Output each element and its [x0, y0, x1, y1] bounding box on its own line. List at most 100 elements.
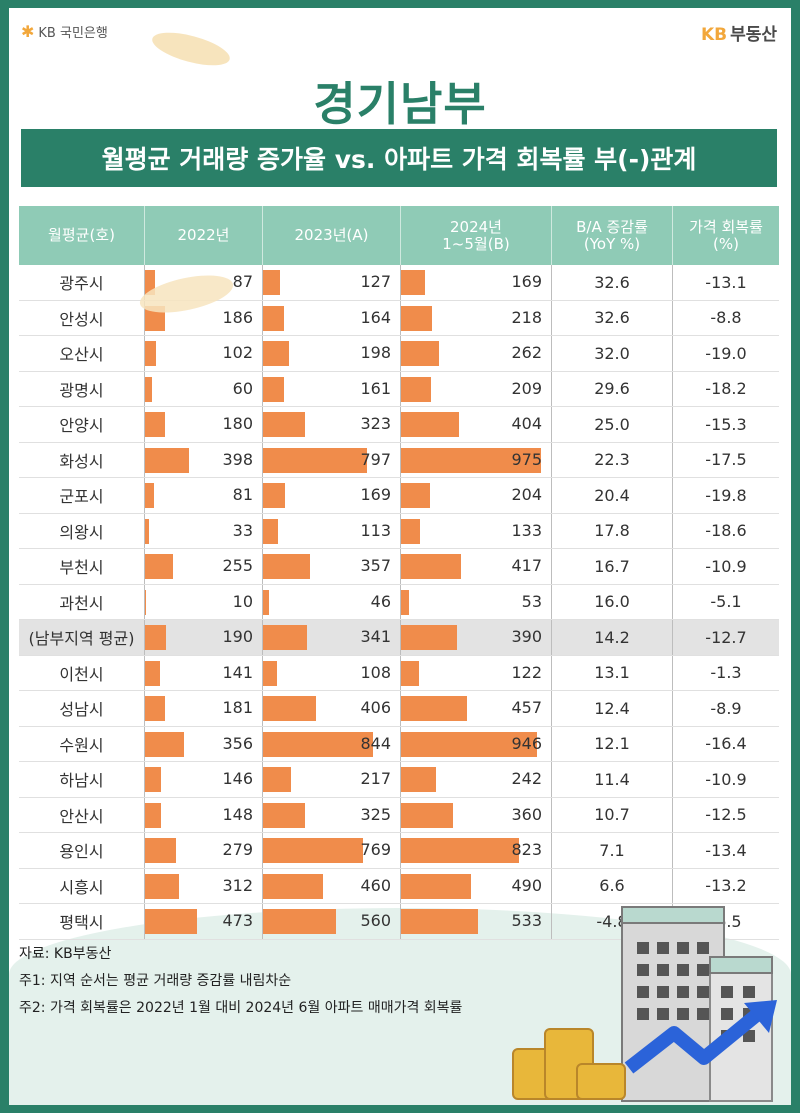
- value-bar: [263, 447, 367, 473]
- header-recovery-line2: (%): [713, 234, 739, 253]
- value-bar: [145, 873, 179, 899]
- value-bar: [263, 660, 277, 686]
- value-label: 169: [511, 272, 542, 291]
- table-row: (남부지역 평균) 190 341 390 14.2 -12.7: [19, 619, 779, 656]
- bar-cell-y2024: 242: [400, 761, 552, 798]
- recovery-cell: -8.9: [672, 690, 779, 727]
- bar-cell-y2023: 797: [262, 442, 401, 478]
- bar-cell-y2023: 198: [262, 335, 401, 372]
- value-label: 823: [511, 840, 542, 859]
- bar-cell-y2022: 312: [144, 868, 263, 904]
- bar-cell-y2022: 180: [144, 406, 263, 443]
- value-bar: [263, 625, 307, 650]
- value-label: 122: [511, 662, 542, 682]
- value-label: 108: [360, 662, 391, 682]
- bar-cell-y2022: 255: [144, 548, 263, 585]
- value-bar: [145, 447, 189, 473]
- value-label: 87: [232, 272, 253, 291]
- building-icon: [621, 906, 725, 1102]
- value-label: 133: [511, 520, 542, 540]
- bar-cell-y2022: 102: [144, 335, 263, 372]
- infographic: ✱ KB 국민은행 KB 부동산 경기남부 월평균 거래량 증가율 vs. 아파트…: [9, 8, 791, 1105]
- bar-cell-y2022: 141: [144, 655, 263, 691]
- recovery-cell: -13.1: [672, 265, 779, 301]
- growth-cell: 32.6: [551, 265, 673, 301]
- recovery-cell: -8.8: [672, 300, 779, 336]
- growth-cell: 16.0: [551, 584, 673, 620]
- table-row: 수원시 356 844 946 12.1 -16.4: [19, 726, 779, 762]
- value-label: 769: [360, 840, 391, 859]
- subtitle-banner: 월평균 거래량 증가율 vs. 아파트 가격 회복률 부(-)관계: [21, 129, 777, 187]
- bar-cell-y2024: 946: [400, 726, 552, 762]
- value-label: 161: [360, 378, 391, 398]
- value-label: 217: [360, 769, 391, 788]
- region-cell: 수원시: [19, 726, 145, 762]
- value-bar: [263, 270, 280, 295]
- value-bar: [401, 767, 436, 792]
- growth-cell: 16.7: [551, 548, 673, 585]
- footnote-1: 주1: 지역 순서는 평균 거래량 증감률 내림차순: [19, 973, 292, 989]
- region-cell: 과천시: [19, 584, 145, 620]
- bank-logo-text: KB 국민은행: [38, 26, 108, 41]
- bar-cell-y2022: 473: [144, 903, 263, 940]
- table-row: 시흥시 312 460 490 6.6 -13.2: [19, 868, 779, 904]
- value-bar: [263, 909, 336, 934]
- bar-cell-y2022: 356: [144, 726, 263, 762]
- header-growth-line2: (YoY %): [583, 234, 641, 253]
- bar-cell-y2022: 146: [144, 761, 263, 798]
- value-label: 844: [360, 733, 391, 753]
- notes: 자료: KB부동산 주1: 지역 순서는 평균 거래량 증감률 내림차순 주2:…: [19, 941, 462, 1022]
- table-row: 의왕시 33 113 133 17.8 -18.6: [19, 513, 779, 549]
- table-row: 평택시 473 560 533 -4.8 -6.5: [19, 903, 779, 940]
- value-bar: [401, 483, 430, 508]
- bar-cell-y2024: 490: [400, 868, 552, 904]
- table-row: 용인시 279 769 823 7.1 -13.4: [19, 832, 779, 869]
- bar-cell-y2022: 279: [144, 832, 263, 869]
- value-bar: [401, 660, 419, 686]
- value-bar: [401, 376, 431, 402]
- value-bar: [263, 873, 323, 899]
- value-bar: [145, 660, 160, 686]
- value-label: 946: [511, 733, 542, 753]
- bar-cell-y2023: 560: [262, 903, 401, 940]
- region-cell: 이천시: [19, 655, 145, 691]
- header-recovery: 가격 회복률 (%): [672, 206, 779, 265]
- bar-cell-y2022: 190: [144, 619, 263, 656]
- recovery-cell: -5.1: [672, 584, 779, 620]
- bar-cell-y2024: 404: [400, 406, 552, 443]
- recovery-cell: -15.3: [672, 406, 779, 443]
- value-label: 533: [511, 911, 542, 930]
- value-bar: [401, 909, 478, 934]
- bar-cell-y2023: 769: [262, 832, 401, 869]
- recovery-cell: -13.2: [672, 868, 779, 904]
- header-region: 월평균(호): [19, 206, 145, 265]
- value-bar: [263, 412, 305, 437]
- growth-cell: 11.4: [551, 761, 673, 798]
- value-label: 181: [222, 698, 253, 717]
- value-label: 186: [222, 307, 253, 327]
- value-label: 279: [222, 840, 253, 859]
- value-bar: [401, 731, 537, 757]
- value-bar: [263, 802, 305, 828]
- value-label: 33: [232, 520, 253, 540]
- growth-cell: 29.6: [551, 371, 673, 407]
- value-bar: [145, 802, 161, 828]
- bar-cell-y2023: 169: [262, 477, 401, 514]
- value-bar: [145, 696, 165, 721]
- value-label: 190: [222, 627, 253, 646]
- value-bar: [145, 341, 156, 366]
- bar-cell-y2023: 406: [262, 690, 401, 727]
- bar-cell-y2022: 181: [144, 690, 263, 727]
- bar-cell-y2024: 53: [400, 584, 552, 620]
- value-bar: [263, 518, 278, 544]
- value-bar: [145, 909, 197, 934]
- growth-cell: 17.8: [551, 513, 673, 549]
- region-cell: 의왕시: [19, 513, 145, 549]
- value-label: 141: [222, 662, 253, 682]
- bar-cell-y2022: 60: [144, 371, 263, 407]
- bar-cell-y2023: 164: [262, 300, 401, 336]
- growth-cell: 6.6: [551, 868, 673, 904]
- value-label: 60: [232, 378, 253, 398]
- value-label: 198: [360, 343, 391, 362]
- value-bar: [401, 802, 453, 828]
